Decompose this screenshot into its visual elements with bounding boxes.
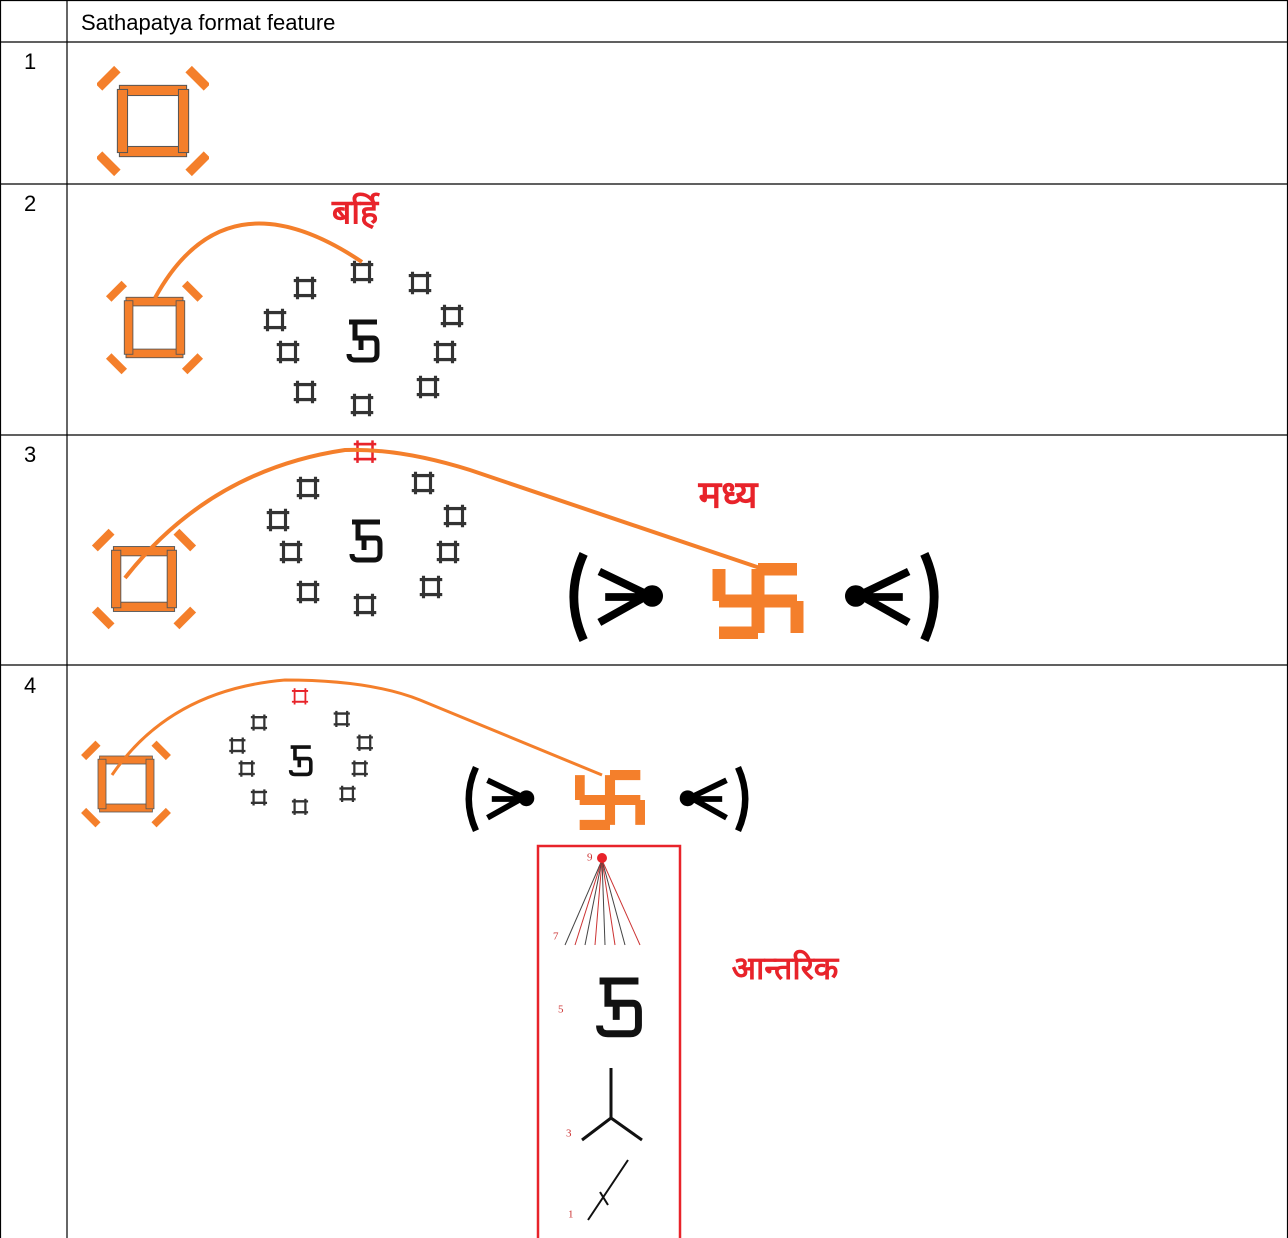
fan-line [564,859,603,946]
small-glyph [262,307,288,333]
scale-number: 9 [587,852,593,864]
small-glyph [228,736,247,755]
arrow-symbol [587,1159,629,1221]
small-glyph [432,339,458,365]
scale-number: 5 [558,1004,564,1016]
s-glyph [352,522,380,560]
small-glyph [349,259,375,285]
scale-number: 1 [568,1209,574,1221]
small-glyph [442,503,468,529]
small-glyph [278,539,304,565]
inner-box [536,844,682,1238]
small-glyph [349,392,375,418]
small-glyph [249,788,269,807]
s-glyph [288,745,313,777]
fan-line [594,859,603,946]
label-antarik: आन्तरिक [732,949,840,987]
s-glyph [600,981,639,1034]
fan-line [601,859,626,946]
small-glyph [265,507,291,533]
small-glyph [332,709,351,729]
connector-curve [123,447,761,580]
small-glyph [418,574,444,600]
frame-symbol [99,69,207,173]
s-glyph [349,322,377,360]
row-number: 1 [24,49,36,74]
small-glyph [435,539,461,565]
swastika [719,569,797,633]
swastika [580,775,641,825]
bracket-right [845,554,934,640]
small-glyph [439,303,465,329]
header-title: Sathapatya format feature [81,10,335,35]
small-glyph [295,475,321,501]
small-glyph [290,797,310,817]
small-glyph [291,687,310,706]
fan-line [601,859,616,946]
row-number: 4 [24,673,36,698]
small-glyph [350,759,369,778]
row-number: 2 [24,191,36,216]
bracket-right [680,767,746,830]
fan-line [574,859,603,946]
small-glyph [338,784,357,804]
branch-symbol [581,1068,643,1142]
small-glyph [249,713,269,732]
small-glyph [295,579,321,605]
frame-symbol [95,532,193,627]
small-glyph [407,270,433,296]
scale-number: 7 [553,931,559,943]
row-number: 3 [24,442,36,467]
small-glyph [292,275,318,301]
scale-number: 3 [566,1128,572,1140]
bracket-left [574,554,663,640]
small-glyph [275,339,301,365]
small-glyph [355,733,375,752]
label-madhya: मध्य [697,473,759,517]
small-glyph [237,759,256,778]
connector-curve [110,678,603,777]
fan-line [584,859,603,946]
small-glyph [410,470,436,496]
bracket-left [469,767,535,830]
fan-line [601,859,606,946]
fan-line [601,859,641,946]
connector-curve [153,221,364,299]
small-glyph [415,374,441,400]
label-barhi: बर्हि [331,192,380,233]
small-glyph [352,592,378,618]
small-glyph [292,379,318,405]
fan-apex [597,853,607,863]
